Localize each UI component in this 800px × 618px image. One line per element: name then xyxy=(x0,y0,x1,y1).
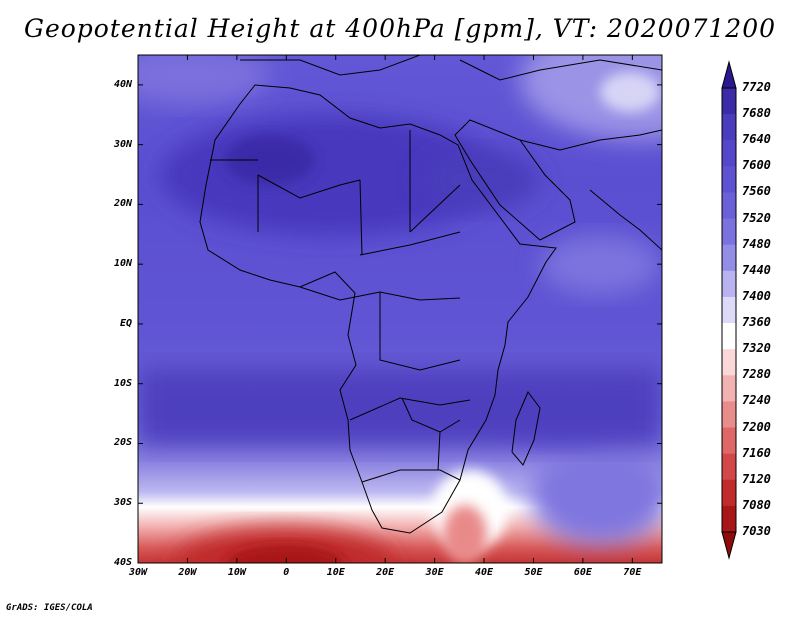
colorbar-segment xyxy=(722,244,736,272)
colorbar-label: 7160 xyxy=(742,445,771,460)
colorbar-segment xyxy=(722,453,736,481)
colorbar-label: 7560 xyxy=(742,184,771,199)
lon-label: 40E xyxy=(475,567,494,578)
lon-label: 30E xyxy=(425,567,444,578)
colorbar-label: 7440 xyxy=(742,262,771,277)
height-field xyxy=(138,55,662,563)
lon-label: 10W xyxy=(227,567,246,578)
colorbar-label: 7480 xyxy=(742,236,771,251)
colorbar-label: 7600 xyxy=(742,158,771,173)
colorbar-label: 7680 xyxy=(742,106,771,121)
map-title: Geopotential Height at 400hPa [gpm], VT:… xyxy=(23,14,777,43)
map-frame xyxy=(137,54,663,564)
colorbar-segment xyxy=(722,323,736,350)
colorbar-segment xyxy=(722,140,736,167)
axis-ticks xyxy=(137,55,662,564)
colorbar-segment xyxy=(722,296,736,324)
lon-label: 50E xyxy=(524,567,543,578)
colorbar-segment xyxy=(722,427,736,455)
grads-credit: GrADS: IGES/COLA xyxy=(6,603,93,613)
colorbar-label: 7280 xyxy=(742,367,771,382)
coastlines xyxy=(199,55,662,534)
colorbar-max-arrow xyxy=(721,60,737,89)
colorbar-segment xyxy=(722,401,736,429)
colorbar-segment xyxy=(722,166,736,193)
lon-label: 20W xyxy=(178,567,197,578)
colorbar-label: 7200 xyxy=(742,419,771,434)
colorbar-label: 7240 xyxy=(742,393,771,408)
lat-label: 30S xyxy=(113,497,132,509)
lon-label: 60E xyxy=(573,567,592,578)
lat-label: 20N xyxy=(113,198,132,210)
colorbar-min-arrow xyxy=(721,531,737,560)
lon-label: 20E xyxy=(376,567,395,578)
lon-label: 30W xyxy=(128,567,148,578)
colorbar-label: 7320 xyxy=(742,341,771,356)
colorbar-label: 7640 xyxy=(742,132,771,147)
colorbar-label: 7720 xyxy=(742,80,771,94)
colorbar-segment xyxy=(722,505,736,533)
colorbar-label: 7120 xyxy=(742,471,771,486)
lat-label: 10S xyxy=(113,377,132,389)
lat-label: EQ xyxy=(119,317,132,329)
lat-label: 30N xyxy=(113,138,132,150)
colorbar-label: 7080 xyxy=(742,497,771,512)
colorbar-segment xyxy=(722,349,736,376)
colorbar xyxy=(721,60,737,560)
lat-label: 20S xyxy=(113,437,132,449)
lat-label: 40N xyxy=(113,78,132,90)
colorbar-segment xyxy=(722,192,736,220)
colorbar-segment xyxy=(722,479,736,507)
colorbar-label: 7360 xyxy=(742,315,771,330)
colorbar-segment xyxy=(722,114,736,141)
colorbar-segment xyxy=(722,218,736,246)
lat-label: 10N xyxy=(113,258,132,270)
lat-label: 40S xyxy=(113,557,132,568)
colorbar-label: 7520 xyxy=(742,210,771,225)
colorbar-segment xyxy=(722,270,736,298)
colorbar-label: 7400 xyxy=(742,288,771,303)
colorbar-segment xyxy=(722,375,736,402)
colorbar-label: 7030 xyxy=(742,524,771,538)
colorbar-segment xyxy=(722,88,736,115)
lon-label: 0 xyxy=(283,567,290,578)
lon-label: 10E xyxy=(326,567,345,578)
lon-label: 70E xyxy=(623,567,642,578)
